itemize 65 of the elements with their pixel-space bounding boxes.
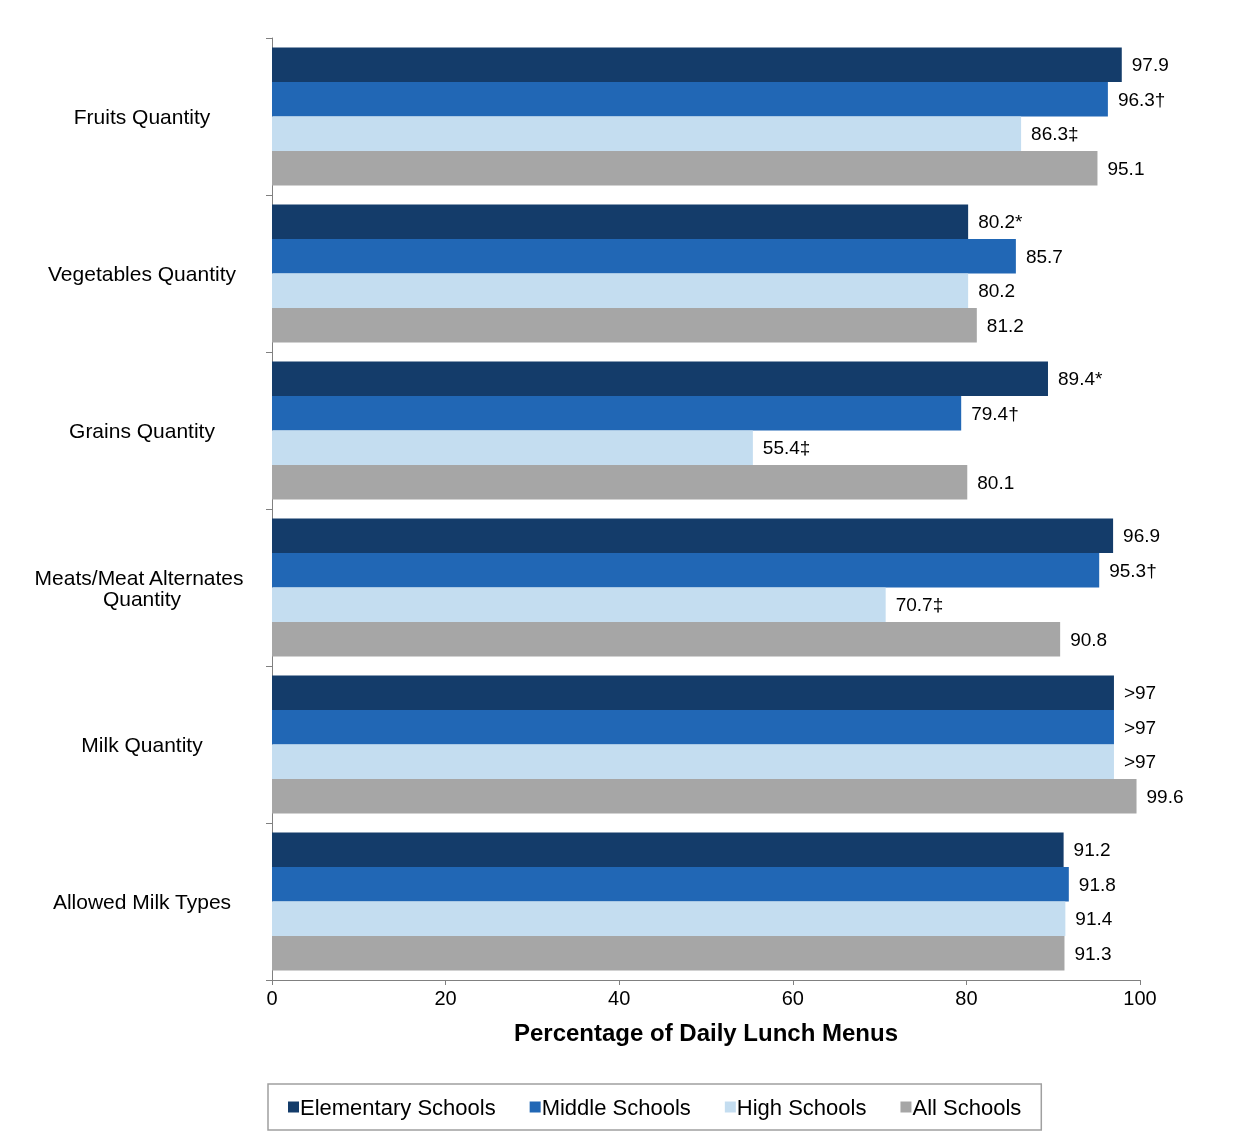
data-label: >97 <box>1123 682 1157 704</box>
data-label: 55.4‡ <box>762 437 811 459</box>
x-axis-title: Percentage of Daily Lunch Menus <box>513 1018 899 1046</box>
bar <box>272 116 1022 152</box>
x-tick-label: 0 <box>266 987 278 1009</box>
data-label: 99.6 <box>1146 785 1184 807</box>
x-tick-label: 40 <box>608 987 631 1009</box>
bar <box>272 81 1108 117</box>
data-label: 86.3‡ <box>1031 123 1079 145</box>
data-label: >97 <box>1123 716 1157 738</box>
y-tick-label: Fruits Quantity <box>73 105 211 128</box>
bar <box>272 47 1122 82</box>
data-label: 80.1 <box>977 471 1015 493</box>
bar <box>272 204 969 239</box>
bar <box>272 238 1016 274</box>
data-label: 81.2 <box>986 314 1024 336</box>
x-tick-label: 20 <box>434 987 457 1009</box>
bar <box>272 361 1048 396</box>
bar <box>272 832 1064 867</box>
data-label: 89.4* <box>1057 368 1103 390</box>
bar <box>272 430 753 466</box>
data-label: 70.7‡ <box>895 594 944 616</box>
data-label: 96.9 <box>1123 525 1161 547</box>
legend-label: High Schools <box>736 1094 867 1120</box>
bar <box>272 151 1098 186</box>
x-tick-label: 60 <box>781 987 804 1009</box>
data-label: 91.4 <box>1075 908 1113 930</box>
bar <box>272 465 968 500</box>
data-label: 95.3† <box>1109 559 1157 581</box>
data-label: 91.3 <box>1074 942 1112 964</box>
data-label: >97 <box>1123 751 1157 773</box>
legend-label: Middle Schools <box>541 1094 691 1120</box>
data-label: 90.8 <box>1070 628 1108 650</box>
data-label: 80.2* <box>978 211 1024 233</box>
bar <box>272 587 886 623</box>
bar <box>272 622 1061 657</box>
bar <box>272 901 1066 937</box>
bar <box>272 518 1114 553</box>
y-tick-label: Milk Quantity <box>81 733 204 756</box>
data-label: 79.4† <box>971 402 1019 424</box>
x-tick-label: 80 <box>955 987 978 1009</box>
bar <box>272 779 1137 814</box>
data-label: 85.7 <box>1025 245 1063 267</box>
data-label: 95.1 <box>1107 157 1145 179</box>
legend-label: Elementary Schools <box>300 1094 496 1120</box>
bar <box>272 308 977 343</box>
x-tick-label: 100 <box>1123 987 1157 1009</box>
bar <box>272 273 969 309</box>
y-tick-label: Grains Quantity <box>69 419 216 442</box>
bar <box>272 744 1114 780</box>
y-tick-label: Meats/Meat Alternates Quantity <box>34 565 250 610</box>
legend-label: All Schools <box>912 1094 1022 1120</box>
data-label: 91.2 <box>1073 839 1111 861</box>
y-tick-label: Vegetables Quantity <box>48 262 237 285</box>
data-label: 91.8 <box>1078 873 1116 895</box>
bar <box>272 675 1114 710</box>
bar <box>272 866 1069 902</box>
bar <box>272 709 1114 745</box>
bar <box>272 395 962 431</box>
data-label: 96.3† <box>1117 88 1166 110</box>
data-label: 97.9 <box>1131 54 1169 76</box>
data-label: 80.2 <box>978 280 1016 302</box>
bar <box>272 552 1100 588</box>
y-tick-label: Allowed Milk Types <box>52 890 232 913</box>
bar <box>272 936 1065 971</box>
